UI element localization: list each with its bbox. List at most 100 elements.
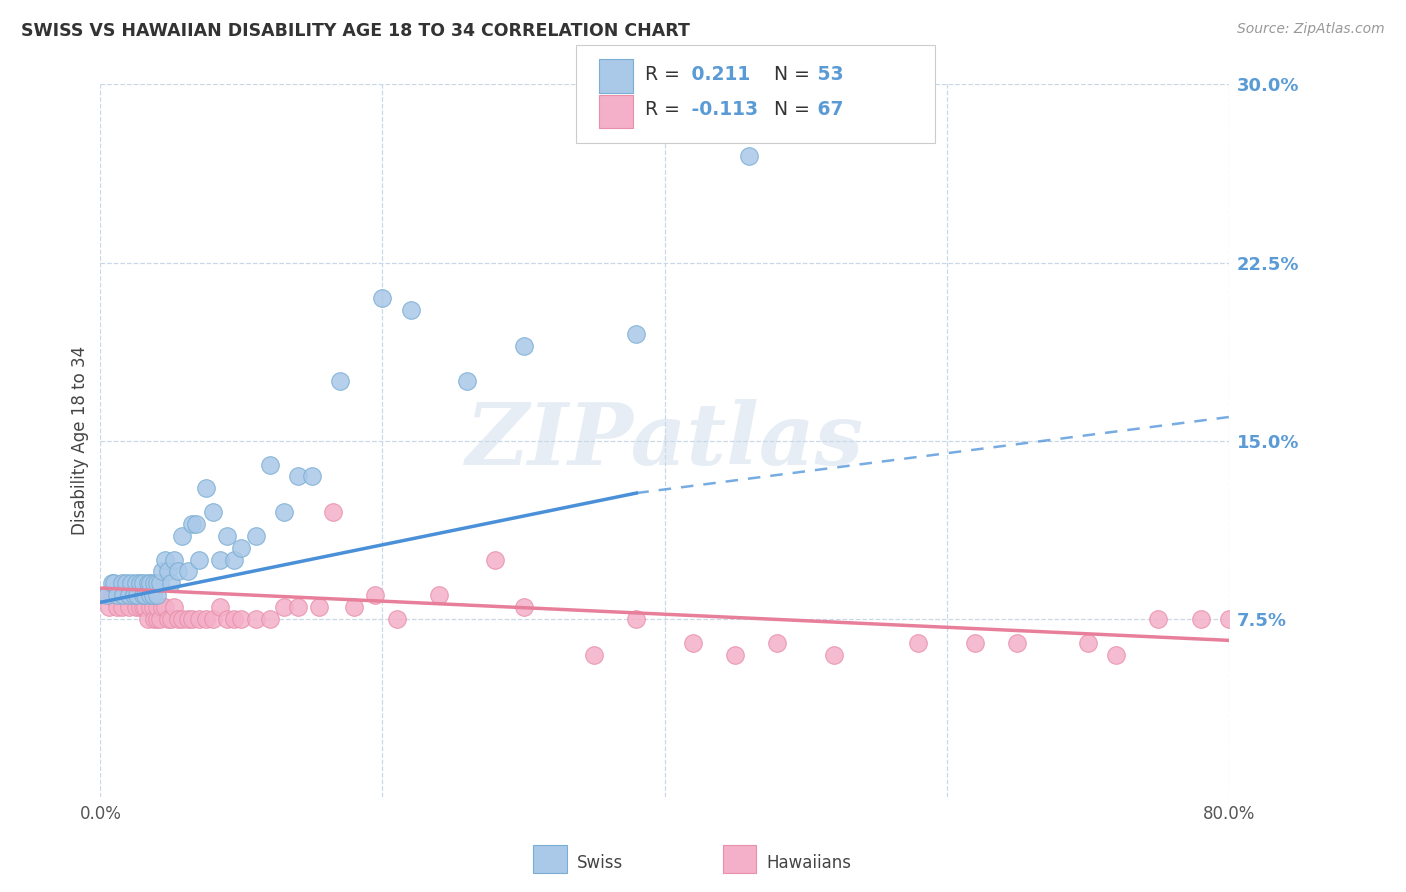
Point: [963, 636, 986, 650]
Point: [141, 588, 163, 602]
Point: [110, 576, 132, 591]
Point: [329, 375, 352, 389]
Point: [146, 588, 169, 602]
Point: [301, 469, 323, 483]
Point: [163, 600, 186, 615]
Point: [224, 612, 246, 626]
Point: [163, 552, 186, 566]
Point: [1147, 612, 1170, 626]
Point: [177, 612, 200, 626]
Point: [167, 612, 190, 626]
Point: [738, 149, 761, 163]
Point: [125, 588, 148, 602]
Point: [287, 469, 309, 483]
Point: [259, 612, 281, 626]
Y-axis label: Disability Age 18 to 34: Disability Age 18 to 34: [72, 346, 89, 535]
Point: [149, 612, 172, 626]
Point: [134, 600, 156, 615]
Point: [209, 600, 232, 615]
Point: [1105, 648, 1128, 662]
Point: [172, 529, 194, 543]
Text: N =: N =: [762, 64, 810, 84]
Point: [134, 588, 156, 602]
Text: Hawaiians: Hawaiians: [766, 854, 851, 871]
Point: [484, 552, 506, 566]
Point: [128, 576, 150, 591]
Point: [512, 600, 534, 615]
Point: [125, 588, 148, 602]
Point: [110, 600, 132, 615]
Point: [149, 576, 172, 591]
Point: [231, 541, 253, 555]
Point: [146, 612, 169, 626]
Point: [103, 576, 125, 591]
Point: [141, 600, 163, 615]
Point: [155, 600, 177, 615]
Point: [131, 588, 153, 602]
Point: [188, 612, 211, 626]
Text: N =: N =: [762, 100, 810, 120]
Point: [209, 552, 232, 566]
Point: [626, 612, 648, 626]
Point: [160, 576, 183, 591]
Point: [217, 529, 239, 543]
Point: [117, 588, 139, 602]
Point: [138, 588, 160, 602]
Point: [195, 481, 218, 495]
Point: [138, 576, 160, 591]
Point: [766, 636, 789, 650]
Point: [1005, 636, 1028, 650]
Point: [202, 505, 225, 519]
Text: 53: 53: [811, 64, 844, 84]
Point: [371, 291, 394, 305]
Text: 0.211: 0.211: [685, 64, 749, 84]
Point: [111, 588, 134, 602]
Point: [105, 588, 128, 602]
Point: [724, 648, 747, 662]
Point: [152, 565, 174, 579]
Point: [131, 588, 153, 602]
Text: Source: ZipAtlas.com: Source: ZipAtlas.com: [1237, 22, 1385, 37]
Point: [385, 612, 408, 626]
Point: [273, 505, 295, 519]
Point: [105, 600, 128, 615]
Text: 67: 67: [811, 100, 844, 120]
Point: [136, 612, 159, 626]
Point: [124, 600, 146, 615]
Point: [259, 458, 281, 472]
Point: [103, 588, 125, 602]
Point: [907, 636, 929, 650]
Text: SWISS VS HAWAIIAN DISABILITY AGE 18 TO 34 CORRELATION CHART: SWISS VS HAWAIIAN DISABILITY AGE 18 TO 3…: [21, 22, 690, 40]
Text: Swiss: Swiss: [576, 854, 623, 871]
Point: [217, 612, 239, 626]
Point: [626, 326, 648, 341]
Point: [93, 588, 115, 602]
Point: [823, 648, 845, 662]
Point: [202, 612, 225, 626]
Point: [427, 588, 450, 602]
Point: [142, 612, 165, 626]
Point: [399, 303, 422, 318]
Point: [160, 612, 183, 626]
Point: [245, 612, 267, 626]
Point: [364, 588, 387, 602]
Point: [224, 552, 246, 566]
Point: [682, 636, 704, 650]
Point: [152, 600, 174, 615]
Point: [124, 576, 146, 591]
Point: [172, 612, 194, 626]
Point: [128, 600, 150, 615]
Point: [146, 576, 169, 591]
Point: [167, 565, 190, 579]
Point: [155, 552, 177, 566]
Point: [157, 612, 180, 626]
Point: [122, 588, 145, 602]
Point: [181, 612, 204, 626]
Point: [273, 600, 295, 615]
Point: [96, 588, 118, 602]
Point: [1218, 612, 1240, 626]
Point: [287, 600, 309, 615]
Point: [131, 600, 153, 615]
Point: [114, 576, 136, 591]
Point: [188, 552, 211, 566]
